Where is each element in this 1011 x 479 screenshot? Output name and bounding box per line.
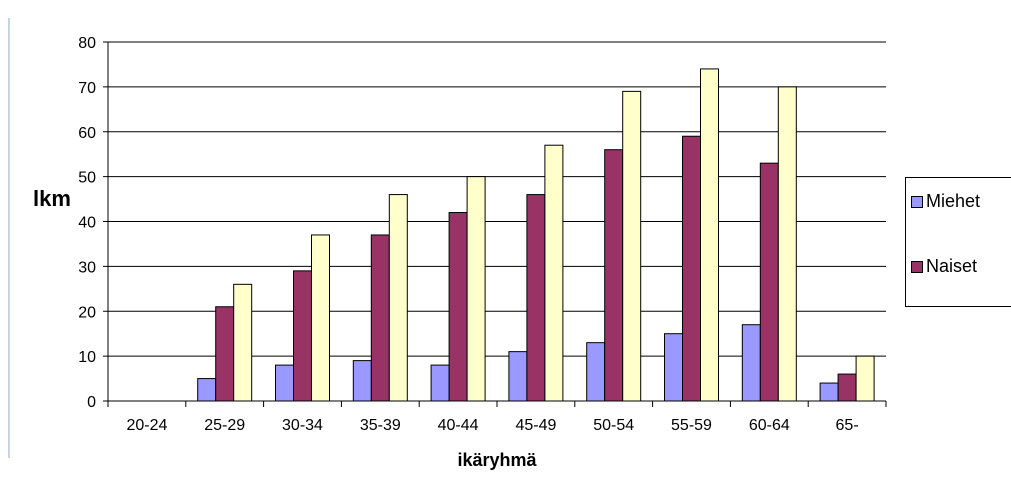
bar-series0-65- xyxy=(819,382,839,402)
bar-series0-40-44 xyxy=(430,364,450,402)
bar-series2-65- xyxy=(855,355,875,402)
bar-series0-25-29 xyxy=(197,378,217,402)
x-tick-label: 25-29 xyxy=(204,417,245,434)
bar-series0-35-39 xyxy=(352,360,372,402)
legend: Miehet Naiset xyxy=(905,177,1011,307)
bar-series2-45-49 xyxy=(544,144,564,402)
bar-series1-35-39 xyxy=(370,234,390,402)
y-tick-label: 10 xyxy=(78,349,96,366)
bar-series2-50-54 xyxy=(622,90,642,402)
legend-item-miehet: Miehet xyxy=(911,191,980,212)
bar-series1-65- xyxy=(837,373,857,402)
bar-series2-35-39 xyxy=(388,194,408,402)
x-tick-label: 45-49 xyxy=(515,417,556,434)
bar-series1-25-29 xyxy=(215,306,235,402)
bar-series1-40-44 xyxy=(448,212,468,402)
bar-series2-60-64 xyxy=(777,86,797,402)
bar-series1-50-54 xyxy=(604,149,624,402)
x-tick-label: 55-59 xyxy=(671,417,712,434)
y-tick-label: 80 xyxy=(78,35,96,52)
legend-label-miehet: Miehet xyxy=(926,191,981,211)
x-tick-label: 35-39 xyxy=(360,417,401,434)
y-tick-label: 70 xyxy=(78,80,96,97)
y-axis-title: lkm xyxy=(33,186,71,211)
y-tick-label: 60 xyxy=(78,125,96,142)
bar-series1-55-59 xyxy=(682,135,701,402)
bar-series2-25-29 xyxy=(233,283,253,402)
legend-swatch-naiset xyxy=(911,260,923,273)
legend-item-naiset: Naiset xyxy=(911,256,977,277)
x-tick-label: 20-24 xyxy=(126,417,167,434)
x-tick-label: 30-34 xyxy=(282,417,323,434)
bar-series0-50-54 xyxy=(586,342,606,402)
bar-series1-60-64 xyxy=(759,162,779,402)
y-tick-label: 30 xyxy=(78,259,96,276)
bar-series2-40-44 xyxy=(466,176,486,402)
y-tick-label: 20 xyxy=(78,304,96,321)
y-tick-label: 40 xyxy=(78,215,96,232)
bar-series2-55-59 xyxy=(700,68,719,402)
x-axis-title: ikäryhmä xyxy=(457,450,537,470)
x-tick-label: 60-64 xyxy=(749,417,790,434)
bar-series0-30-34 xyxy=(275,364,294,402)
bar-series0-60-64 xyxy=(741,324,761,402)
y-tick-label: 50 xyxy=(78,170,96,187)
bar-series1-45-49 xyxy=(526,194,546,402)
legend-label-naiset: Naiset xyxy=(926,256,978,276)
bar-series0-45-49 xyxy=(508,351,528,402)
left-border xyxy=(8,18,10,458)
bar-series1-30-34 xyxy=(293,270,312,402)
x-tick-label: 65- xyxy=(836,417,859,434)
bar-series2-30-34 xyxy=(311,234,330,402)
y-tick-label: 0 xyxy=(87,394,96,411)
x-tick-label: 50-54 xyxy=(593,417,634,434)
legend-swatch-miehet xyxy=(911,195,923,208)
x-tick-label: 40-44 xyxy=(438,417,479,434)
bar-series0-55-59 xyxy=(664,333,683,402)
